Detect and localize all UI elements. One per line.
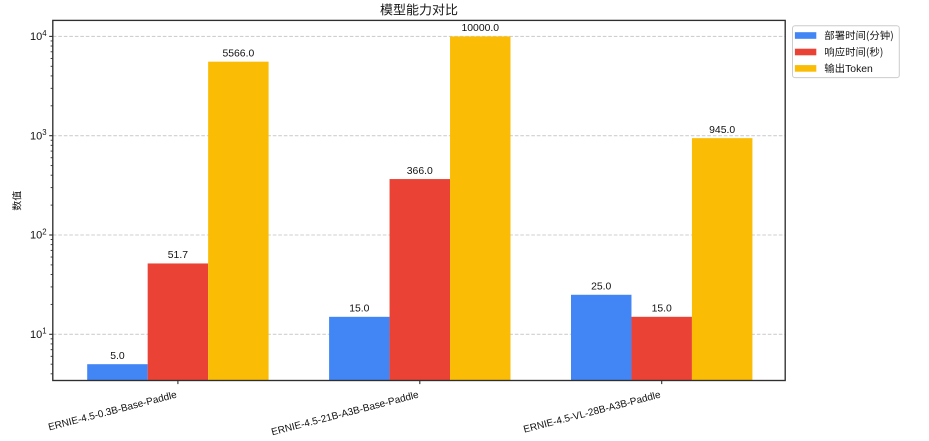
svg-text:366.0: 366.0 [407, 166, 433, 177]
svg-text:10000.0: 10000.0 [461, 23, 499, 34]
svg-text:25.0: 25.0 [591, 281, 611, 292]
svg-text:5566.0: 5566.0 [222, 48, 254, 59]
svg-text:5.0: 5.0 [110, 351, 125, 362]
svg-text:51.7: 51.7 [168, 250, 188, 261]
svg-text:15.0: 15.0 [349, 304, 369, 315]
svg-text:Token: Token [845, 64, 873, 75]
svg-text:945.0: 945.0 [709, 125, 735, 136]
svg-text:15.0: 15.0 [652, 304, 672, 315]
